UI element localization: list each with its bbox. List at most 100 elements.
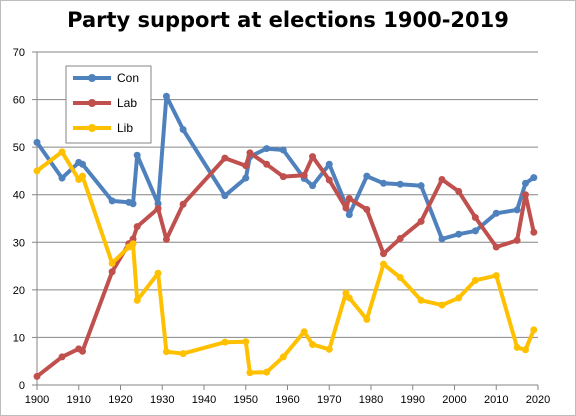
data-point-con [58, 174, 66, 182]
data-point-lab [471, 214, 479, 222]
data-point-lab [221, 154, 229, 162]
legend-marker-lib [88, 124, 96, 132]
x-tick-label: 1970 [317, 394, 341, 406]
x-tick-label: 1930 [150, 394, 174, 406]
data-point-lab [438, 175, 446, 183]
y-tick-label: 60 [13, 95, 25, 107]
data-point-lib [129, 240, 137, 248]
data-point-lib [492, 272, 500, 280]
data-point-lib [221, 338, 229, 346]
data-point-lib [521, 346, 529, 354]
x-tick-label: 1950 [234, 394, 258, 406]
data-point-con [380, 179, 388, 187]
data-point-lab [263, 160, 271, 168]
data-point-lab [279, 173, 287, 181]
data-point-con [242, 174, 250, 182]
data-point-lab [242, 162, 250, 170]
data-point-lib [417, 296, 425, 304]
data-point-lab [325, 176, 333, 184]
data-point-con [325, 160, 333, 168]
data-point-con [179, 126, 187, 134]
x-tick-label: 1960 [275, 394, 299, 406]
x-tick-label: 1910 [67, 394, 91, 406]
data-point-lib [133, 296, 141, 304]
data-point-con [530, 174, 538, 182]
legend-label-lib: Lib [117, 121, 133, 135]
x-tick-label: 2000 [442, 394, 466, 406]
data-point-lib [455, 294, 463, 302]
x-tick-label: 1980 [359, 394, 383, 406]
y-tick-label: 0 [19, 380, 25, 392]
data-point-con [129, 200, 137, 208]
y-tick-label: 70 [13, 47, 25, 59]
data-point-con [263, 145, 271, 153]
y-tick-label: 40 [13, 190, 25, 202]
data-point-con [79, 160, 87, 168]
data-point-lab [417, 217, 425, 225]
x-tick-label: 1990 [401, 394, 425, 406]
legend-marker-con [88, 74, 96, 82]
data-point-lab [363, 205, 371, 213]
legend-label-con: Con [117, 71, 139, 85]
data-point-con [309, 182, 317, 190]
data-point-lib [300, 328, 308, 336]
axes [32, 51, 539, 390]
y-tick-labels: 0 10 20 30 40 50 60 70 [13, 47, 25, 392]
data-point-lab [58, 353, 66, 361]
data-point-lib [263, 368, 271, 376]
y-tick-label: 30 [13, 237, 25, 249]
data-point-lab [380, 250, 388, 258]
data-point-lab [154, 205, 162, 213]
data-point-lib [309, 341, 317, 349]
data-point-lib [154, 269, 162, 277]
data-point-lib [242, 338, 250, 346]
data-point-lib [380, 260, 388, 268]
data-point-lib [79, 172, 87, 180]
data-point-con [133, 151, 141, 159]
data-point-con [513, 206, 521, 214]
data-point-lab [345, 195, 353, 203]
data-point-con [33, 138, 41, 146]
data-point-lib [438, 301, 446, 309]
data-point-lab [342, 204, 350, 212]
data-point-con [162, 92, 170, 100]
data-point-lib [33, 167, 41, 175]
data-point-lib [325, 345, 333, 353]
data-point-lib [279, 353, 287, 361]
data-point-lab [455, 187, 463, 195]
chart-title: Party support at elections 1900-2019 [67, 8, 509, 32]
x-tick-label: 1900 [25, 394, 49, 406]
data-point-lab [492, 243, 500, 251]
data-point-con [221, 192, 229, 200]
data-point-lib [246, 369, 254, 377]
data-point-con [471, 227, 479, 235]
data-point-lib [471, 276, 479, 284]
data-point-lab [179, 200, 187, 208]
data-point-con [396, 180, 404, 188]
data-point-con [279, 146, 287, 154]
x-tick-label: 1940 [192, 394, 216, 406]
data-point-lab [133, 223, 141, 231]
data-point-con [455, 230, 463, 238]
data-point-lib [179, 350, 187, 358]
legend-marker-lab [88, 99, 96, 107]
data-point-lab [300, 171, 308, 179]
series-lines [33, 92, 538, 380]
data-point-lab [246, 149, 254, 157]
data-point-lab [513, 236, 521, 244]
y-tick-label: 20 [13, 285, 25, 297]
x-tick-label: 2020 [526, 394, 550, 406]
data-point-lib [396, 273, 404, 281]
data-point-lab [79, 347, 87, 355]
x-tick-labels: 1900 1910 1920 1930 1940 1950 1960 1970 1980 1990… [25, 394, 550, 406]
data-point-lab [396, 234, 404, 242]
data-point-con [521, 179, 529, 187]
data-point-con [363, 172, 371, 180]
data-point-lab [530, 228, 538, 236]
data-point-lab [108, 268, 116, 276]
data-point-lab [162, 235, 170, 243]
data-point-lab [309, 153, 317, 161]
data-point-con [438, 235, 446, 243]
legend: Con Lab Lib [65, 65, 152, 144]
